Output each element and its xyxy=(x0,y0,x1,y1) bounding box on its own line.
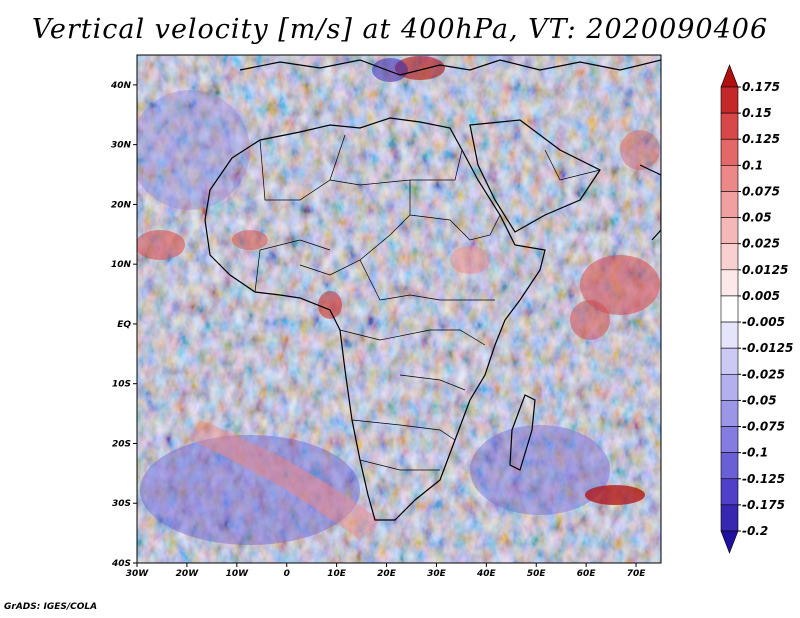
colorbar-swatch xyxy=(720,165,739,192)
lon-tick-label: 30E xyxy=(427,569,447,579)
lon-tick-label: 30W xyxy=(126,569,150,579)
colorbar-label: 0.005 xyxy=(742,289,780,303)
lon-tick-label: 60E xyxy=(577,569,597,579)
colorbar-label: 0.15 xyxy=(742,106,772,120)
map-frame xyxy=(136,54,662,564)
colorbar-swatch xyxy=(720,321,739,349)
lat-tick-label: 40S xyxy=(111,559,131,569)
colorbar-label: -0.005 xyxy=(742,315,785,329)
madagascar-coastline xyxy=(509,394,536,471)
colorbar-swatch xyxy=(720,400,739,427)
colorbar-swatch xyxy=(720,191,739,218)
colorbar-swatch xyxy=(720,217,739,245)
lat-tick-label: 20S xyxy=(112,439,131,449)
lon-tick-label: 50E xyxy=(527,569,547,579)
colorbar-swatch xyxy=(720,269,739,297)
africa-coastline xyxy=(204,117,546,521)
colorbar-label: -0.05 xyxy=(742,393,777,407)
lat-tick-label: 20N xyxy=(111,200,132,210)
mediterranean-coastline xyxy=(239,59,661,76)
country-borders xyxy=(254,134,601,471)
lat-tick-label: 30S xyxy=(112,499,131,509)
colorbar-label: -0.075 xyxy=(742,420,785,434)
lat-tick-label: 10S xyxy=(112,380,131,390)
colorbar-swatch xyxy=(720,452,739,480)
colorbar-label: -0.125 xyxy=(742,472,785,486)
chart-title: Vertical velocity [m/s] at 400hPa, VT: 2… xyxy=(31,14,769,45)
colorbar-label: -0.0125 xyxy=(742,341,793,355)
coastlines xyxy=(204,59,661,521)
velocity-field xyxy=(137,55,661,563)
colorbar-swatch xyxy=(720,504,739,532)
colorbar-label: 0.175 xyxy=(742,80,780,94)
lat-tick-label: 40N xyxy=(110,81,132,91)
colorbar-label: -0.1 xyxy=(742,446,768,460)
lon-tick-label: 20W xyxy=(176,569,200,579)
lon-tick-label: 10W xyxy=(226,569,250,579)
lat-tick-label: 10N xyxy=(111,260,132,270)
colorbar-label: 0.05 xyxy=(742,211,772,225)
colorbar: 0.175 0.15 0.125 0.1 0.075 0.05 0.025 0.0125 0.0… xyxy=(720,64,793,554)
colorbar-label: -0.025 xyxy=(742,367,785,381)
colorbar-swatch xyxy=(720,243,739,271)
colorbar-label: -0.2 xyxy=(742,524,768,538)
colorbar-swatch xyxy=(720,347,739,375)
colorbar-swatch xyxy=(720,478,739,506)
colorbar-min-arrow xyxy=(720,530,739,554)
lon-tick-label: 0 xyxy=(284,569,290,579)
lon-tick-label: 20E xyxy=(377,569,397,579)
longitude-axis: 30W 20W 10W 0 10E 20E 30E 40E 50E 60E 70E xyxy=(126,563,646,579)
lon-tick-label: 10E xyxy=(327,569,347,579)
colorbar-swatch xyxy=(720,373,739,401)
colorbar-swatch xyxy=(720,295,739,323)
colorbar-label: 0.025 xyxy=(742,237,780,251)
lat-tick-label: 30N xyxy=(111,141,132,151)
colorbar-swatch xyxy=(720,138,739,166)
colorbar-swatch xyxy=(720,86,739,114)
grads-credit: GrADS: IGES/COLA xyxy=(4,602,98,612)
colorbar-swatch xyxy=(720,112,739,140)
lon-tick-label: 70E xyxy=(627,569,647,579)
colorbar-swatch xyxy=(720,426,739,453)
latitude-axis: 40N 30N 20N 10N EQ 10S 20S 30S 40S xyxy=(110,81,137,569)
lat-tick-label: EQ xyxy=(117,320,131,330)
colorbar-label: 0.0125 xyxy=(742,263,788,277)
colorbar-label: 0.075 xyxy=(742,184,780,198)
colorbar-max-arrow xyxy=(720,64,739,88)
lon-tick-label: 40E xyxy=(476,569,497,579)
arabia-coastline xyxy=(469,119,601,233)
india-coastline xyxy=(639,164,661,241)
colorbar-label: 0.1 xyxy=(742,158,763,172)
colorbar-label: 0.125 xyxy=(742,132,780,146)
colorbar-label: -0.175 xyxy=(742,498,785,512)
